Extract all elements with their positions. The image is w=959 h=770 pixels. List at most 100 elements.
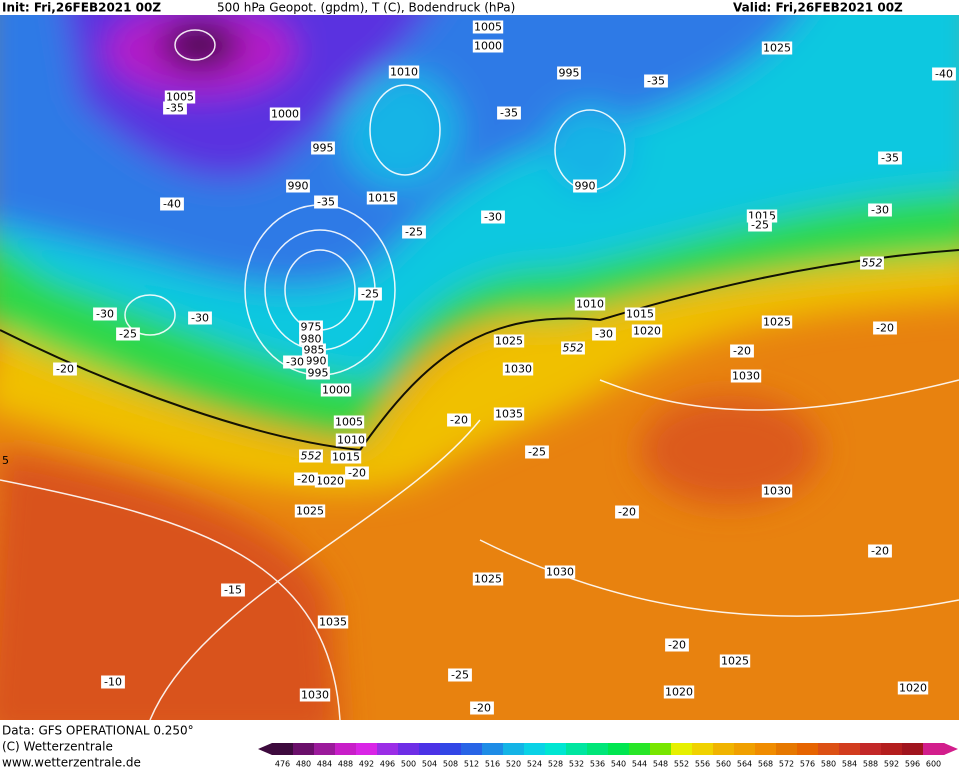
isobar-label-box (302, 343, 326, 357)
isobar-label-box (269, 107, 301, 121)
isobar-label: 1025 (763, 42, 791, 55)
isobar-label-box (730, 369, 762, 383)
temperature-label-box (358, 287, 382, 301)
colorbar-tick-label: 524 (527, 760, 542, 769)
colorbar-tick-label: 512 (464, 760, 479, 769)
colorbar-swatch (566, 743, 588, 755)
temperature-label: -35 (500, 107, 518, 120)
isobar-label-box (472, 20, 504, 34)
isobar-label-box (573, 179, 597, 193)
temperature-label-box (748, 218, 772, 232)
isobar-label: 995 (313, 142, 334, 155)
isobar-label: 1020 (899, 682, 927, 695)
colorbar-swatch (545, 743, 567, 755)
isobar-label: 1030 (732, 370, 760, 383)
temperature-label: -20 (733, 345, 751, 358)
isobar-label-box (335, 433, 367, 447)
geopotential-label-box (561, 341, 585, 355)
temperature-label: -35 (317, 196, 335, 209)
isobar-label: 1005 (335, 416, 363, 429)
colorbar-tick-label: 600 (926, 760, 941, 769)
isobar-label: 1020 (665, 686, 693, 699)
colorbar-swatch (335, 743, 357, 755)
colorbar-tick-label: 572 (779, 760, 794, 769)
colorbar-swatch (923, 743, 945, 755)
colorbar-tick-label: 496 (380, 760, 395, 769)
temperature-label-box (644, 74, 668, 88)
isobar-label-box (631, 324, 663, 338)
isobar-label-box (317, 615, 349, 629)
isobar-label-box (761, 484, 793, 498)
colorbar-tick-label: 552 (674, 760, 689, 769)
geopotential-label: 552 (301, 450, 322, 463)
isobar-label: 1030 (301, 689, 329, 702)
isobar-label-box (544, 565, 576, 579)
temperature-label-box (615, 505, 639, 519)
temperature-label: -20 (871, 545, 889, 558)
isobar-label-box (299, 688, 331, 702)
colorbar-swatch (356, 743, 378, 755)
isobar-label: 995 (559, 67, 580, 80)
temperature-label: -25 (119, 328, 137, 341)
isobar-label-box (493, 334, 525, 348)
colorbar-arrow-left (258, 743, 272, 755)
temperature-label: -40 (935, 68, 953, 81)
colorbar-swatch (776, 743, 798, 755)
colorbar-tick-label: 484 (317, 760, 332, 769)
temperature-label-box (221, 583, 245, 597)
isobar-label-box (330, 450, 362, 464)
isobar-label-box (311, 141, 335, 155)
colorbar-swatch (440, 743, 462, 755)
colorbar-tick-label: 596 (905, 760, 920, 769)
temperature-label-box (481, 210, 505, 224)
temperature-label-box (868, 203, 892, 217)
isobar-label: 1015 (332, 451, 360, 464)
data-source: Data: GFS OPERATIONAL 0.250° (2, 724, 194, 738)
colorbar-swatch (482, 743, 504, 755)
temperature-label: -20 (450, 414, 468, 427)
isobar-label-box (719, 654, 751, 668)
temperature-label: -25 (451, 669, 469, 682)
temperature-label: -40 (163, 198, 181, 211)
isobar-label-box (286, 179, 310, 193)
temperature-label-box (116, 327, 140, 341)
isobar-label: 1020 (316, 475, 344, 488)
isobar-label: 1015 (626, 308, 654, 321)
temperature-label-box (730, 344, 754, 358)
temperature-label: -30 (871, 204, 889, 217)
colorbar-tick-label: 476 (275, 760, 290, 769)
temperature-label-box (283, 355, 307, 369)
colorbar-swatch (314, 743, 336, 755)
isobar-label-box (761, 315, 793, 329)
colorbar-tick-label: 544 (632, 760, 647, 769)
isobar-label: 1005 (166, 91, 194, 104)
temperature-label: -20 (876, 322, 894, 335)
isobar-label-box (388, 65, 420, 79)
isobar-label: 1025 (296, 505, 324, 518)
isobar-label-box (294, 504, 326, 518)
temperature-label: -30 (595, 328, 613, 341)
colorbar-tick-label: 480 (296, 760, 311, 769)
temperature-label-box (93, 307, 117, 321)
geopotential-label-box (860, 256, 884, 270)
isobar-label: 990 (288, 180, 309, 193)
colorbar-swatch (587, 743, 609, 755)
colorbar-tick-label: 568 (758, 760, 773, 769)
isobar-label-box (304, 354, 328, 368)
temperature-label-box (878, 151, 902, 165)
colorbar-swatch (818, 743, 840, 755)
colorbar-tick-label: 588 (863, 760, 878, 769)
colorbar-swatch (692, 743, 714, 755)
temperature-label: -35 (166, 102, 184, 115)
isobar-label-box (366, 191, 398, 205)
temperature-label-box (160, 197, 184, 211)
isobar-label-box (663, 685, 695, 699)
colorbar-tick-label: 528 (548, 760, 563, 769)
geopotential-label: 552 (862, 257, 883, 270)
isobar-label: 1025 (474, 573, 502, 586)
isobar-label: 1020 (633, 325, 661, 338)
colorbar-swatch (503, 743, 525, 755)
isobar-label: 1025 (721, 655, 749, 668)
colorbar-tick-label: 564 (737, 760, 752, 769)
